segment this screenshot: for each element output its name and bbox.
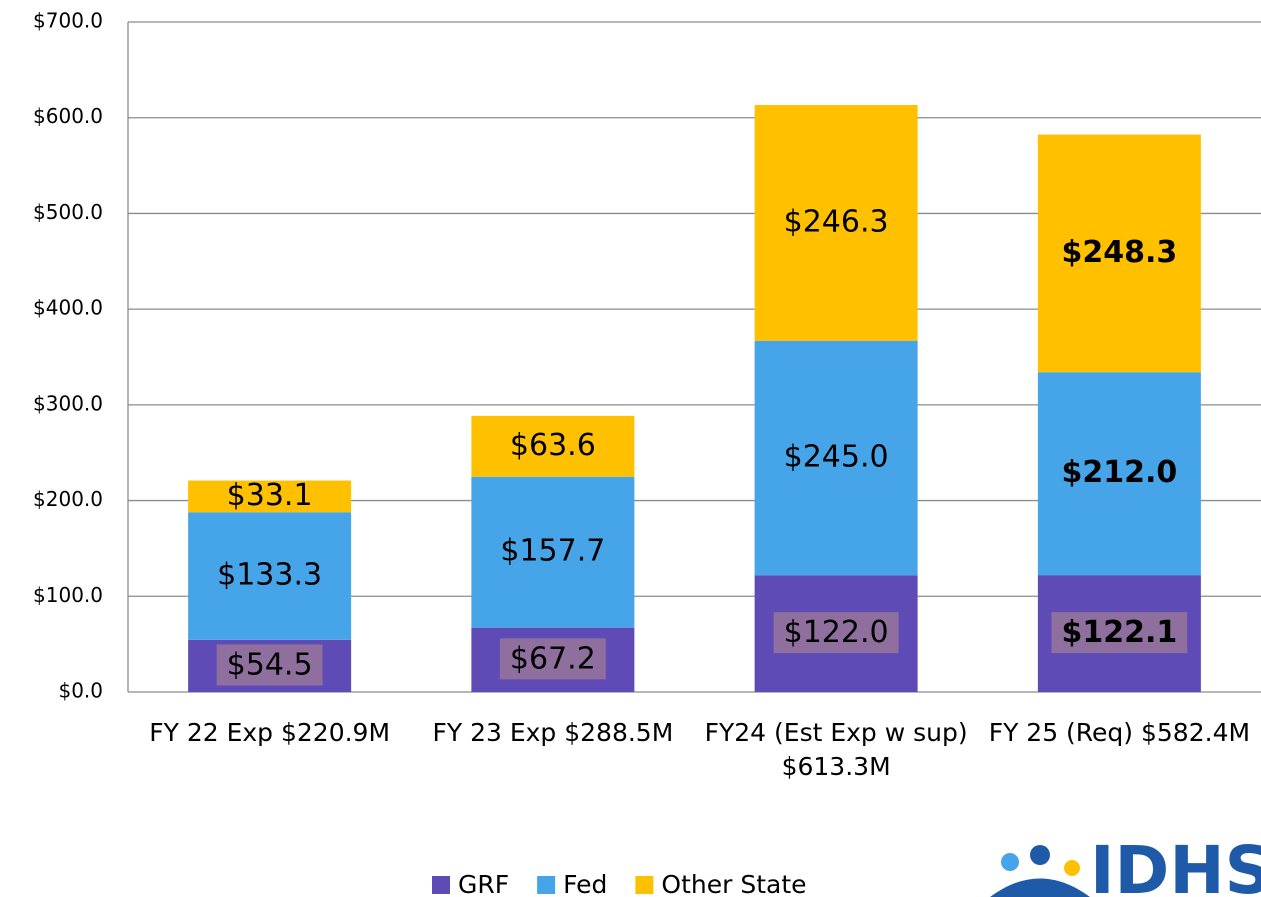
- bar-segment: [1037, 134, 1201, 373]
- y-tick-label: $600.0: [33, 104, 103, 128]
- bar-segment: [1037, 372, 1201, 576]
- data-label-box: [499, 638, 606, 680]
- bar-segment: [471, 476, 635, 628]
- data-label: $212.0: [1061, 455, 1177, 490]
- data-label: $246.3: [784, 204, 889, 239]
- data-label: $67.2: [510, 641, 596, 676]
- x-tick-label: FY 22 Exp $220.9M: [149, 718, 391, 747]
- data-label: $63.6: [510, 428, 596, 463]
- bar-segment: [188, 512, 352, 640]
- data-label-box: [216, 644, 323, 686]
- data-label-box: [1051, 612, 1188, 654]
- data-label: $122.0: [784, 615, 889, 650]
- logo-dot: [1064, 860, 1080, 876]
- y-tick-label: $500.0: [33, 200, 103, 224]
- x-tick-label: FY 23 Exp $288.5M: [432, 718, 674, 747]
- x-tick-label: FY 25 (Req) $582.4M: [988, 718, 1251, 747]
- legend-label: GRF: [458, 870, 509, 897]
- y-tick-label: $200.0: [33, 487, 103, 511]
- logo-dot: [1030, 845, 1050, 865]
- y-tick-label: $0.0: [58, 679, 103, 703]
- legend-swatch: [635, 876, 654, 894]
- legend-label: Fed: [563, 870, 607, 897]
- logo-text: IDHS: [1090, 832, 1261, 897]
- data-label: $245.0: [784, 439, 889, 474]
- data-label: $133.3: [217, 558, 322, 593]
- legend-label: Other State: [661, 870, 806, 897]
- legend: GRF Fed Other State: [432, 870, 807, 897]
- bar-segment: [471, 415, 635, 477]
- data-label: $122.1: [1061, 615, 1177, 650]
- x-tick-label: FY24 (Est Exp w sup) $613.3M: [704, 718, 968, 781]
- y-tick-label: $700.0: [33, 9, 103, 33]
- logo: IDHS: [990, 832, 1261, 897]
- data-label: $54.5: [227, 647, 313, 682]
- legend-swatch: [432, 876, 450, 894]
- y-tick-label: $100.0: [33, 583, 103, 607]
- y-tick-label: $300.0: [33, 391, 103, 415]
- y-tick-label: $400.0: [33, 296, 103, 320]
- bar-segment: [754, 340, 918, 576]
- bar-segment: [188, 480, 352, 513]
- data-label: $33.1: [227, 478, 313, 513]
- logo-shape: [990, 878, 1090, 897]
- legend-swatch: [537, 876, 556, 894]
- logo-dot: [1001, 853, 1019, 871]
- data-label: $248.3: [1061, 235, 1177, 270]
- data-label: $157.7: [500, 534, 605, 569]
- bar-segment: [754, 104, 918, 341]
- data-label-box: [773, 612, 899, 654]
